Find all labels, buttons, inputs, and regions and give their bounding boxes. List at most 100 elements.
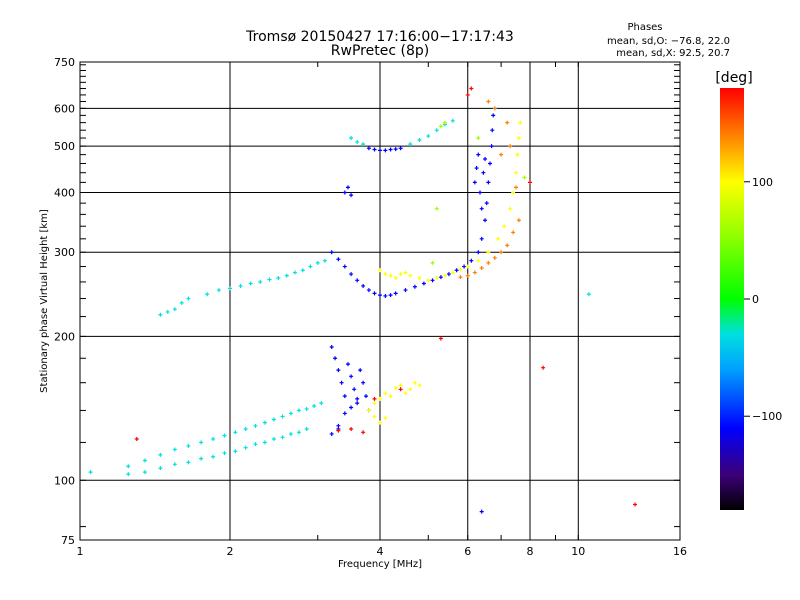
data-point (458, 275, 463, 280)
data-point (378, 420, 382, 425)
data-point (514, 170, 519, 175)
y-tick-label: 750 (54, 56, 75, 69)
data-point (262, 440, 267, 445)
data-point (378, 396, 382, 401)
x-tick-label: 8 (527, 545, 534, 558)
x-tick-label: 1 (77, 545, 84, 558)
data-point (142, 470, 147, 475)
data-point (228, 286, 232, 291)
data-point (88, 470, 93, 475)
data-point (398, 146, 403, 151)
data-point (505, 120, 510, 125)
data-point (378, 148, 382, 153)
data-point (383, 148, 388, 153)
data-point (366, 288, 371, 293)
data-point (315, 260, 320, 265)
data-point (186, 443, 191, 448)
data-point (329, 431, 334, 436)
data-point (172, 462, 177, 467)
data-points (88, 86, 638, 514)
data-point (511, 190, 516, 195)
data-point (434, 128, 439, 133)
data-point (355, 401, 360, 406)
data-point (488, 161, 493, 166)
data-point (222, 451, 227, 456)
data-point (514, 185, 519, 190)
data-point (336, 368, 341, 373)
data-point (366, 146, 371, 151)
data-point (393, 291, 398, 296)
data-point (372, 401, 377, 406)
colorbar-label: [deg] (715, 70, 752, 86)
data-point (312, 404, 317, 409)
data-point (352, 387, 357, 392)
data-point (442, 273, 447, 278)
data-point (361, 142, 366, 147)
data-point (465, 264, 470, 269)
chart-subtitle: RwPretec (8p) (331, 43, 429, 59)
data-point (165, 309, 170, 314)
phases-mean-o: mean, sd,O: −76.8, 22.0 (607, 36, 730, 47)
data-point (442, 120, 447, 125)
data-point (393, 385, 398, 390)
data-point (233, 449, 238, 454)
data-point (372, 291, 377, 296)
data-point (450, 118, 455, 123)
data-point (505, 243, 510, 248)
data-point (329, 345, 334, 350)
data-point (479, 509, 484, 514)
x-axis-label: Frequency [MHz] (338, 559, 422, 570)
data-point (288, 411, 293, 416)
data-point (476, 152, 481, 157)
data-point (515, 152, 520, 157)
grid-lines (80, 62, 680, 540)
data-point (243, 427, 248, 432)
data-point (438, 275, 443, 280)
y-tick-label: 400 (54, 186, 75, 199)
data-point (481, 170, 486, 175)
data-point (484, 201, 489, 206)
data-point (403, 391, 408, 396)
data-point (238, 283, 243, 288)
data-point (126, 464, 131, 469)
data-point (134, 436, 139, 441)
data-point (172, 447, 177, 452)
phases-title: Phases (627, 22, 662, 33)
data-point (199, 456, 204, 461)
x-tick-label: 6 (464, 545, 471, 558)
data-point (403, 270, 408, 275)
data-point (292, 270, 297, 275)
data-point (216, 288, 221, 293)
data-point (258, 279, 263, 284)
data-point (469, 258, 474, 263)
data-point (486, 99, 491, 104)
data-point (388, 394, 393, 399)
data-point (458, 267, 463, 272)
data-point (372, 147, 377, 152)
data-point (349, 374, 354, 379)
data-point (304, 406, 309, 411)
chart-title: Tromsø 20150427 17:16:00−17:17:43 (245, 29, 514, 45)
data-point (586, 292, 591, 297)
data-point (472, 270, 477, 275)
data-point (142, 458, 147, 463)
data-point (483, 157, 488, 162)
data-point (426, 278, 431, 283)
data-point (476, 250, 481, 255)
data-point (479, 206, 484, 211)
data-point (296, 408, 301, 413)
data-point (492, 106, 497, 111)
data-point (486, 250, 491, 255)
data-point (403, 288, 408, 293)
data-point (345, 362, 350, 367)
data-point (349, 193, 354, 198)
y-tick-label: 300 (54, 246, 75, 259)
data-point (243, 445, 248, 450)
data-point (522, 175, 527, 180)
data-point (336, 257, 341, 262)
data-point (361, 380, 366, 385)
data-point (446, 272, 451, 277)
data-point (476, 136, 481, 141)
data-point (248, 281, 253, 286)
